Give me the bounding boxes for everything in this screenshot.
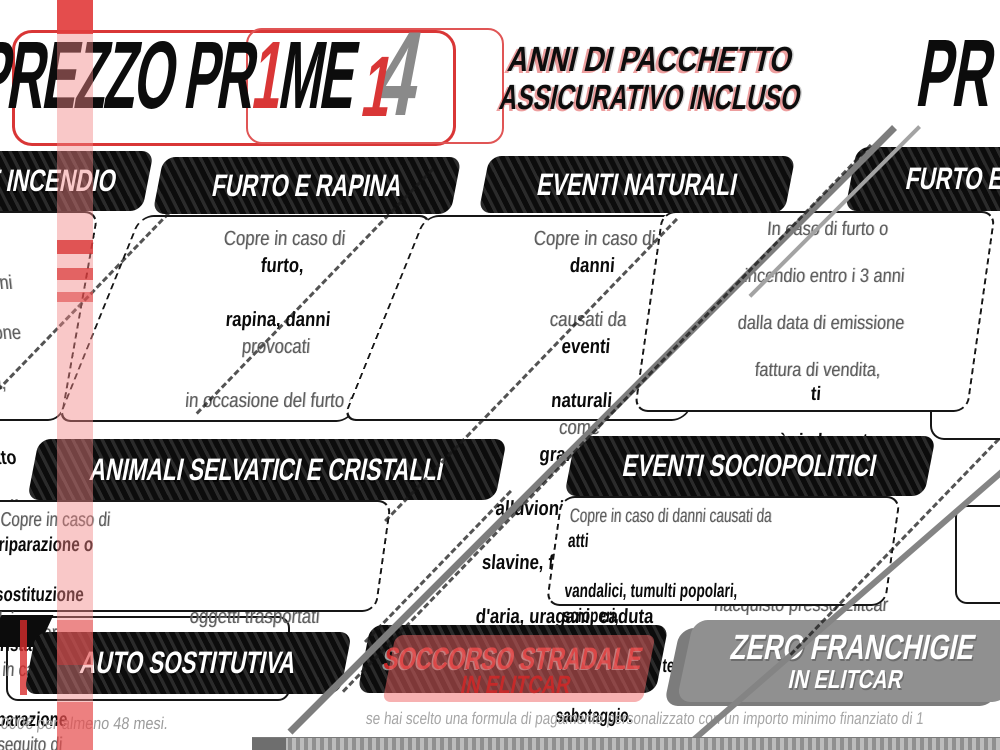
logo-prefix: PREZZO PR	[0, 22, 264, 129]
zero-franchigie-label: ZERO FRANCHIGIE	[727, 627, 979, 667]
soccorso-in-elitcar-label: IN ELITCAR	[458, 671, 574, 699]
glitch-red-fragment	[20, 620, 27, 695]
header-furto-incendio-right-label: FURTO E INCENDIO	[903, 161, 1000, 196]
header-eventi-sociopolitici: EVENTI SOCIOPOLITICI	[564, 436, 936, 496]
logo-prezzo-prime: PREZZO PR1ME	[0, 22, 364, 129]
logo-wrap-fragment: PR	[910, 20, 1000, 127]
footer-right-fragment: se hai scelto una formula di pagamento p…	[364, 709, 925, 728]
header-furto-rapina-label: FURTO E RAPINA	[209, 167, 406, 203]
stripe-segment-c	[57, 292, 93, 302]
header-eventi-naturali-label: EVENTI NATURALI	[534, 166, 741, 202]
logo-red-frame	[12, 30, 456, 146]
body-eventi-sociopolitici-text: Copre in caso di danni causati da atti va…	[554, 505, 773, 727]
glitch-box-fragment-row1	[930, 410, 1000, 440]
body-animali-cristalli-text: Copre in caso di riparazione o sostituzio…	[0, 509, 111, 750]
body-furto-incendio-right: In caso di furto o incendio entro i 3 ann…	[633, 211, 996, 616]
bottom-gray-bar	[252, 737, 1000, 750]
zero-franchigie-subtitle: IN ELITCAR	[786, 663, 907, 694]
body-eventi-sociopolitici: Copre in caso di danni causati da atti va…	[545, 496, 901, 727]
body-furto-incendio-right-text: In caso di furto o incendio entro i 3 ann…	[713, 218, 906, 616]
glitch-red-stripe	[57, 0, 93, 750]
header-auto-sostitutiva-label: AUTO SOSTITUTIVA	[77, 645, 299, 680]
stripe-segment-bottom	[57, 702, 93, 750]
logo-red-frame-echo	[246, 28, 504, 144]
soccorso-red-overlay: IN ELITCAR	[382, 635, 656, 702]
header-animali-cristalli-label: ANIMALI SELVATICI E CRISTALLI	[87, 451, 447, 487]
glitch-box-fragment-row2	[955, 505, 1000, 604]
stripe-segment-d	[57, 620, 93, 665]
stripe-segment-b	[57, 268, 93, 280]
tagline-line1: ANNI DI PACCHETTO	[504, 40, 798, 79]
zero-franchigie-box: ZERO FRANCHIGIE IN ELITCAR	[676, 620, 1000, 702]
stripe-segment-top	[57, 0, 93, 34]
header-eventi-sociopolitici-label: EVENTI SOCIOPOLITICI	[620, 448, 880, 483]
tagline-line2: ASSICURATIVO INCLUSO	[496, 78, 805, 117]
header-eventi-naturali: EVENTI NATURALI	[478, 156, 796, 213]
stripe-segment-a	[57, 240, 93, 254]
